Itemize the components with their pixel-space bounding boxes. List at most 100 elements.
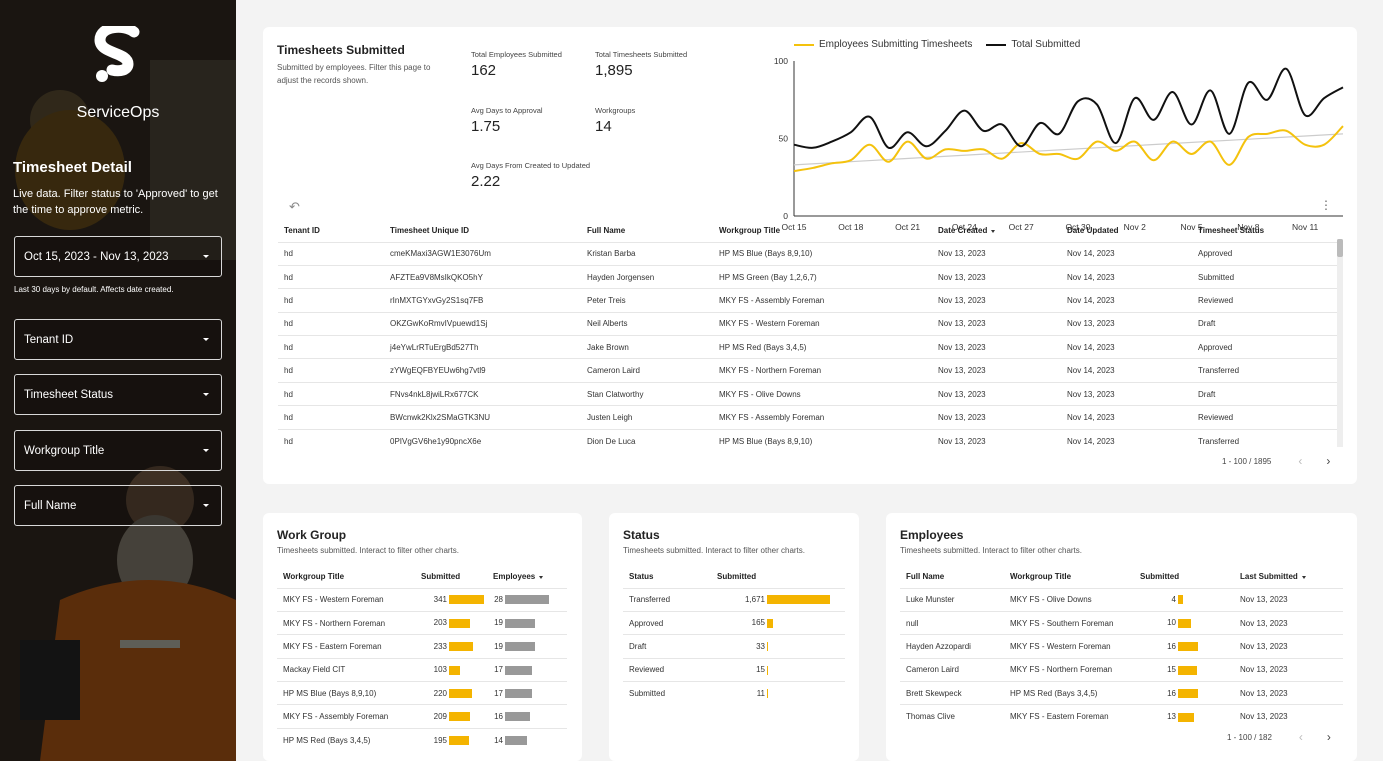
table-row[interactable]: Thomas Clive MKY FS - Eastern Foreman 13 No…: [900, 704, 1343, 729]
table-row[interactable]: hd rInMXTGYxvGy2S1sq7FB Peter Treis MKY FS …: [278, 288, 1338, 313]
table-row[interactable]: hd cmeKMaxi3AGW1E3076Um Kristan Barba HP MS…: [278, 241, 1338, 266]
col-header-label: Last Submitted: [1240, 572, 1298, 582]
cell-workgroup: MKY FS - Assembly Foreman: [277, 704, 415, 729]
table-row[interactable]: hd 0PIVgGV6he1y90pncX6e Dion De Luca HP MS …: [278, 428, 1338, 453]
value-bar: [449, 735, 469, 745]
col-header[interactable]: Full Name: [587, 226, 626, 236]
y-tick-label: 0: [783, 211, 788, 221]
table-row[interactable]: hd AFZTEa9V8MsIkQKO5hY Hayden Jorgensen HP …: [278, 264, 1338, 289]
table-row[interactable]: null MKY FS - Southern Foreman 10 Nov 13, 2…: [900, 610, 1343, 635]
table-row[interactable]: HP MS Red (Bays 3,4,5) 195 14: [277, 727, 567, 752]
value-bar: [505, 735, 527, 745]
table-row[interactable]: hd BWcnwk2Klx2SMaGTK3NU Justen Leigh MKY FS…: [278, 405, 1338, 430]
col-header-employees[interactable]: Employees: [487, 566, 567, 588]
col-header-date-created[interactable]: Date Created: [932, 220, 1061, 242]
cell-workgroup: MKY FS - Eastern Foreman: [277, 634, 415, 659]
col-header[interactable]: Status: [629, 572, 654, 582]
table-scrollbar[interactable]: [1337, 239, 1343, 447]
table-row[interactable]: hd j4eYwLrRTuErgBd527Th Jake Brown HP MS Re…: [278, 335, 1338, 359]
table-row[interactable]: Cameron Laird MKY FS - Northern Foreman 15…: [900, 657, 1343, 682]
date-range-picker[interactable]: Oct 15, 2023 - Nov 13, 2023: [14, 236, 222, 277]
cell-tenant-id: hd: [278, 381, 384, 406]
chevron-right-icon[interactable]: ›: [1326, 730, 1331, 744]
table-row[interactable]: Hayden Azzopardi MKY FS - Western Foreman…: [900, 634, 1343, 659]
cell-date-updated: Nov 14, 2023: [1061, 405, 1192, 430]
cell-workgroup: HP MS Blue (Bays 8,9,10): [713, 241, 932, 266]
table-row[interactable]: Reviewed 15: [623, 657, 845, 682]
more-options-icon[interactable]: ⋮: [1320, 198, 1332, 212]
employees-table: Full Name Workgroup Title Submitted Last…: [900, 566, 1343, 729]
col-header-last-submitted[interactable]: Last Submitted: [1234, 566, 1343, 588]
col-header[interactable]: Full Name: [906, 572, 945, 582]
table-row[interactable]: Mackay Field CIT 103 17: [277, 657, 567, 682]
filter-workgroup-title[interactable]: Workgroup Title: [14, 430, 222, 471]
table-row[interactable]: Submitted 11: [623, 681, 845, 705]
col-header[interactable]: Submitted: [421, 572, 461, 582]
col-header[interactable]: Workgroup Title: [719, 226, 781, 236]
col-header[interactable]: Timesheet Status: [1198, 226, 1265, 236]
cell-value: 209: [433, 711, 447, 721]
sidebar-overlay: [0, 0, 236, 761]
undo-icon[interactable]: ↶: [289, 199, 300, 214]
card-title: Timesheets Submitted: [277, 43, 405, 57]
chevron-right-icon[interactable]: ›: [1326, 454, 1331, 468]
filter-full-name[interactable]: Full Name: [14, 485, 222, 526]
caret-down-icon: [203, 254, 209, 258]
table-row[interactable]: Luke Munster MKY FS - Olive Downs 4 Nov 13,…: [900, 587, 1343, 612]
caret-down-icon: [203, 503, 209, 507]
chevron-left-icon[interactable]: ‹: [1298, 730, 1303, 744]
cell-status: Transferred: [1192, 428, 1338, 453]
table-row[interactable]: MKY FS - Northern Foreman 203 19: [277, 610, 567, 635]
cell-date-created: Nov 13, 2023: [932, 405, 1061, 430]
timesheets-table: Tenant ID Timesheet Unique ID Full Name …: [278, 220, 1338, 453]
table-row[interactable]: Brett Skewpeck HP MS Red (Bays 3,4,5) 16 No…: [900, 681, 1343, 705]
col-header[interactable]: Workgroup Title: [283, 572, 345, 582]
col-header[interactable]: Submitted: [717, 572, 757, 582]
cell-date-updated: Nov 14, 2023: [1061, 358, 1192, 383]
table-row[interactable]: HP MS Blue (Bays 8,9,10) 220 17: [277, 681, 567, 705]
cell-submitted: 233: [415, 634, 487, 659]
legend-label-employees[interactable]: Employees Submitting Timesheets: [819, 39, 973, 50]
col-header[interactable]: Workgroup Title: [1010, 572, 1072, 582]
table-row[interactable]: MKY FS - Western Foreman 341 28: [277, 587, 567, 612]
cell-workgroup: MKY FS - Assembly Foreman: [713, 405, 932, 430]
cell-full-name: Brett Skewpeck: [900, 681, 1004, 705]
scrollbar-thumb[interactable]: [1337, 239, 1343, 257]
cell-value: 165: [751, 618, 765, 628]
table-row[interactable]: hd OKZGwKoRmvIVpuewd1Sj Neil Alberts MKY FS…: [278, 311, 1338, 336]
col-header[interactable]: Submitted: [1140, 572, 1180, 582]
legend-label-total[interactable]: Total Submitted: [1011, 39, 1081, 50]
table-row[interactable]: Approved 165: [623, 610, 845, 635]
filter-tenant-id[interactable]: Tenant ID: [14, 319, 222, 360]
cell-date-updated: Nov 13, 2023: [1061, 381, 1192, 406]
table-row[interactable]: hd zYWgEQFBYEUw6hg7vtl9 Cameron Laird MKY F…: [278, 358, 1338, 383]
cell-status: Draft: [1192, 311, 1338, 336]
table-row[interactable]: hd FNvs4nkL8jwiLRx677CK Stan Clatworthy MKY…: [278, 381, 1338, 406]
cell-full-name: Dion De Luca: [581, 428, 713, 453]
table-row[interactable]: MKY FS - Assembly Foreman 209 16: [277, 704, 567, 729]
table-row[interactable]: Transferred 1,671: [623, 587, 845, 612]
cell-timesheet-id: OKZGwKoRmvIVpuewd1Sj: [384, 311, 581, 336]
filter-timesheet-status[interactable]: Timesheet Status: [14, 374, 222, 415]
cell-workgroup: MKY FS - Western Foreman: [1004, 634, 1134, 659]
cell-employees: 28: [487, 587, 567, 612]
y-tick-label: 50: [779, 134, 789, 144]
cell-submitted: 16: [1134, 681, 1234, 705]
col-header[interactable]: Tenant ID: [284, 226, 320, 236]
cell-date-updated: Nov 14, 2023: [1061, 288, 1192, 313]
cell-status: Approved: [1192, 241, 1338, 266]
cell-tenant-id: hd: [278, 241, 384, 266]
value-bar: [449, 618, 470, 628]
cell-workgroup: MKY FS - Eastern Foreman: [1004, 704, 1134, 729]
cell-date-updated: Nov 13, 2023: [1061, 311, 1192, 336]
table-row[interactable]: Draft 33: [623, 634, 845, 659]
col-header[interactable]: Date Updated: [1067, 226, 1119, 236]
cell-workgroup: HP MS Red (Bays 3,4,5): [713, 335, 932, 359]
col-header[interactable]: Timesheet Unique ID: [390, 226, 469, 236]
table-row[interactable]: MKY FS - Eastern Foreman 233 19: [277, 634, 567, 659]
card-title: Employees: [900, 528, 964, 542]
cell-full-name: Thomas Clive: [900, 704, 1004, 729]
chevron-left-icon[interactable]: ‹: [1298, 454, 1303, 468]
x-tick-label: Oct 27: [1009, 222, 1034, 232]
value-bar: [505, 618, 535, 628]
